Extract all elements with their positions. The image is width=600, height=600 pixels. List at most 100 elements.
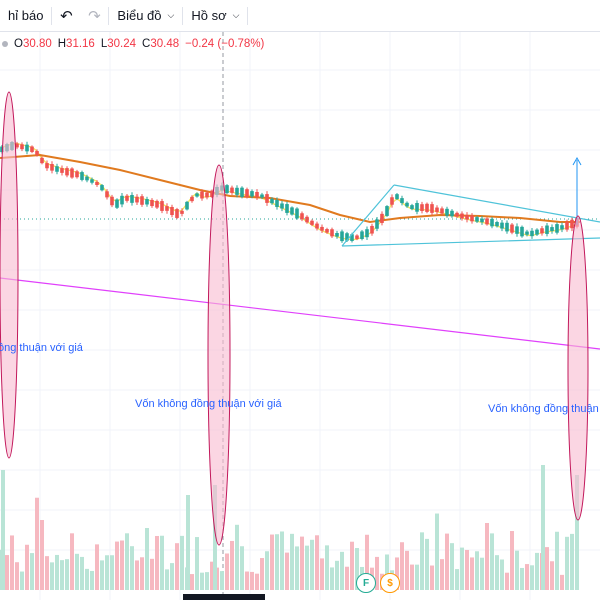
candle-body bbox=[165, 206, 169, 211]
volume-bar bbox=[175, 543, 179, 590]
volume-bar bbox=[530, 565, 534, 590]
volume-bar bbox=[480, 557, 484, 590]
toolbar-divider bbox=[108, 6, 110, 25]
volume-bar bbox=[105, 555, 109, 590]
volume-bar bbox=[45, 556, 49, 590]
volume-bar bbox=[555, 531, 559, 590]
candle-body bbox=[130, 195, 134, 203]
volume-bar bbox=[385, 554, 389, 590]
close-value: 30.48 bbox=[150, 38, 180, 50]
volume-bar bbox=[30, 553, 34, 590]
volume-bar bbox=[315, 535, 319, 590]
candle-body bbox=[50, 164, 54, 171]
candle-body bbox=[525, 231, 529, 235]
profile-menu-button[interactable]: Hồ sơ ⌵ bbox=[183, 0, 247, 31]
candle-body bbox=[70, 168, 74, 178]
candle-body bbox=[40, 157, 44, 164]
candle-body bbox=[245, 189, 249, 197]
volume-bar bbox=[265, 551, 269, 590]
volume-bar bbox=[115, 541, 119, 590]
high-value: 31.16 bbox=[66, 38, 95, 50]
volume-bar bbox=[475, 551, 479, 590]
candle-body bbox=[290, 207, 294, 215]
volume-bar bbox=[490, 533, 494, 590]
candle-body bbox=[115, 199, 119, 208]
candle-body bbox=[85, 176, 89, 181]
close-label: C bbox=[142, 38, 151, 50]
candle-body bbox=[470, 215, 474, 222]
volume-bar bbox=[430, 565, 434, 590]
open-label: O bbox=[14, 38, 23, 50]
volume-bar bbox=[180, 535, 184, 590]
candle-body bbox=[180, 210, 184, 214]
volume-bar bbox=[65, 559, 69, 590]
candle-body bbox=[360, 231, 364, 239]
candle-body bbox=[380, 213, 384, 223]
candle-body bbox=[480, 218, 484, 223]
volume-bar bbox=[335, 560, 339, 590]
candle-body bbox=[520, 226, 524, 237]
candle-body bbox=[195, 193, 199, 197]
volume-bar bbox=[545, 547, 549, 590]
profile-menu-label: Hồ sơ bbox=[191, 8, 227, 23]
candle-body bbox=[450, 210, 454, 217]
candle-body bbox=[25, 144, 29, 152]
volume-bar bbox=[560, 574, 564, 590]
dividend-event-badge[interactable]: $ bbox=[380, 573, 400, 593]
annotation-right[interactable]: Vốn không đồng thuận bbox=[488, 403, 599, 415]
volume-bar bbox=[420, 532, 424, 590]
volume-bar bbox=[20, 571, 24, 590]
undo-icon[interactable]: ↶ bbox=[60, 7, 73, 25]
toolbar-divider bbox=[51, 6, 53, 25]
candle-body bbox=[235, 187, 239, 195]
volume-bar bbox=[510, 531, 514, 590]
volume-bar bbox=[190, 574, 194, 590]
candle-body bbox=[135, 196, 139, 203]
candle-body bbox=[425, 203, 429, 212]
volume-bar bbox=[205, 572, 209, 590]
volume-bar bbox=[145, 527, 149, 590]
candle-body bbox=[560, 225, 564, 230]
candle-body bbox=[185, 201, 189, 210]
candle-body bbox=[270, 198, 274, 204]
chart-menu-button[interactable]: Biểu đồ ⌵ bbox=[109, 0, 182, 31]
ohlc-legend: O 30.80 H 31.16 L 30.24 C 30.48 −0.24 (−… bbox=[0, 36, 270, 52]
candle-body bbox=[60, 168, 64, 173]
candle-body bbox=[150, 199, 154, 207]
candle-body bbox=[190, 196, 194, 202]
volume-bar bbox=[25, 544, 29, 590]
indicators-button[interactable]: hỉ báo bbox=[0, 0, 51, 31]
redo-icon[interactable]: ↷ bbox=[88, 7, 101, 25]
volume-bar bbox=[140, 557, 144, 590]
volume-bar bbox=[350, 541, 354, 590]
candle-body bbox=[145, 199, 149, 205]
volume-bar bbox=[365, 534, 369, 590]
candle-body bbox=[535, 229, 539, 235]
ma-long-line bbox=[0, 153, 580, 224]
triangle-pattern bbox=[341, 184, 600, 247]
candle-body bbox=[20, 144, 24, 150]
candle-body bbox=[540, 228, 544, 234]
candle-body bbox=[455, 212, 459, 217]
candle-body bbox=[30, 146, 34, 152]
candle-body bbox=[75, 171, 79, 178]
annotation-left[interactable]: ồng thuận với giá bbox=[0, 342, 83, 354]
price-chart[interactable] bbox=[0, 32, 600, 600]
volume-bar bbox=[445, 533, 449, 590]
volume-bar bbox=[400, 542, 404, 590]
trendline-magenta bbox=[0, 277, 600, 350]
candle-body bbox=[225, 185, 229, 194]
volume-bar bbox=[415, 564, 419, 590]
candle-body bbox=[265, 194, 269, 203]
candle-body bbox=[420, 204, 424, 211]
candle-body bbox=[325, 229, 329, 233]
volume-bar bbox=[345, 566, 349, 590]
annotation-middle[interactable]: Vốn không đồng thuận với giá bbox=[135, 398, 282, 410]
candle-body bbox=[570, 219, 574, 229]
candle-body bbox=[435, 207, 439, 212]
indicators-label: hỉ báo bbox=[8, 8, 44, 23]
candle-body bbox=[315, 223, 319, 229]
time-scrollbar[interactable] bbox=[183, 594, 265, 600]
volume-bar bbox=[495, 555, 499, 590]
financials-event-badge[interactable]: F bbox=[356, 573, 376, 593]
